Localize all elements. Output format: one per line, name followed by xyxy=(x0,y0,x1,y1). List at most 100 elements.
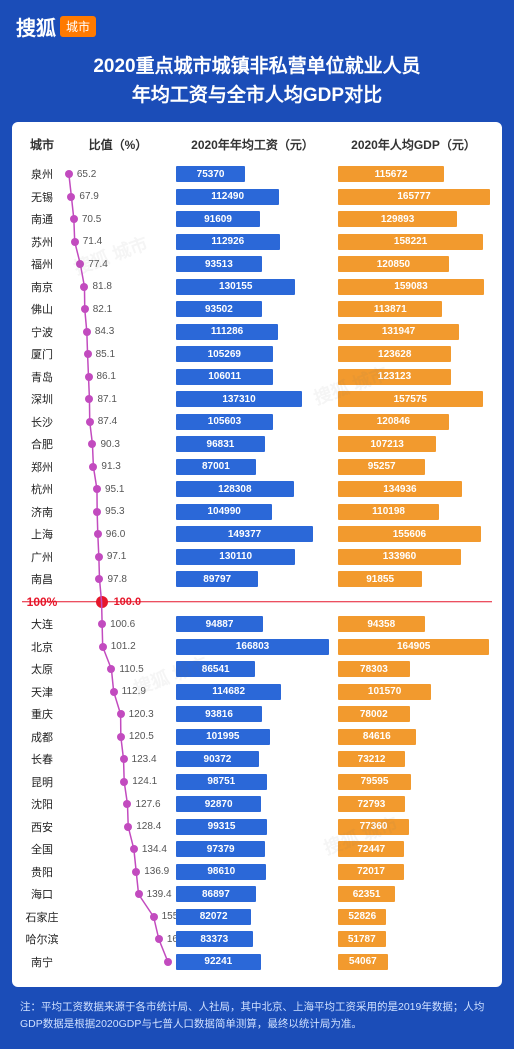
wage-bar: 104990 xyxy=(176,504,272,520)
table-row: 南通70.591609129893 xyxy=(20,208,494,231)
bars-wrap: 149377155606 xyxy=(172,526,494,542)
ratio-value: 71.4 xyxy=(83,236,102,247)
ratio-dot-icon xyxy=(123,800,131,808)
gdp-bar: 120850 xyxy=(338,256,449,272)
gdp-bar: 107213 xyxy=(338,436,436,452)
header-ratio: 比值（%） xyxy=(64,136,172,153)
table-row: 上海96.0149377155606 xyxy=(20,523,494,546)
chart-title: 2020重点城市城镇非私营单位就业人员 年均工资与全市人均GDP对比 xyxy=(0,49,514,122)
gdp-bar: 91855 xyxy=(338,571,422,587)
ratio-cell: 85.1 xyxy=(64,343,172,366)
bars-wrap: 112926158221 xyxy=(172,234,494,250)
gdp-bar: 131947 xyxy=(338,324,459,340)
ratio-value: 67.9 xyxy=(79,191,98,202)
city-label: 宁波 xyxy=(20,324,64,340)
ratio-cell: 97.1 xyxy=(64,546,172,569)
table-row: 长春123.49037273212 xyxy=(20,748,494,771)
ratio-value: 101.2 xyxy=(111,641,136,652)
ratio-cell: 124.1 xyxy=(64,771,172,794)
footnote: 注：平均工资数据来源于各市统计局、人社局，其中北京、上海平均工资采用的是2019… xyxy=(0,987,514,1039)
gdp-bar: 73212 xyxy=(338,751,405,767)
ratio-value: 96.0 xyxy=(106,529,125,540)
table-row: 郑州91.38700195257 xyxy=(20,456,494,479)
table-row: 哈尔滨161.08337351787 xyxy=(20,928,494,951)
bars-wrap: 8337351787 xyxy=(172,931,494,947)
bars-wrap: 112490165777 xyxy=(172,189,494,205)
gdp-bar: 77360 xyxy=(338,819,409,835)
ratio-cell: 81.8 xyxy=(64,276,172,299)
table-row: 西安128.49931577360 xyxy=(20,816,494,839)
gdp-bar: 78303 xyxy=(338,661,410,677)
city-label: 深圳 xyxy=(20,391,64,407)
wage-bar: 105269 xyxy=(176,346,273,362)
table-row: 石家庄155.48207252826 xyxy=(20,906,494,929)
city-label: 太原 xyxy=(20,661,64,677)
ratio-cell: 96.0 xyxy=(64,523,172,546)
wage-bar: 75370 xyxy=(176,166,245,182)
wage-bar: 101995 xyxy=(176,729,270,745)
city-label: 大连 xyxy=(20,616,64,632)
bars-wrap: 75370115672 xyxy=(172,166,494,182)
table-row: 南昌97.88979791855 xyxy=(20,568,494,591)
ratio-cell: 95.1 xyxy=(64,478,172,501)
table-row: 海口139.48689762351 xyxy=(20,883,494,906)
wage-bar: 89797 xyxy=(176,571,258,587)
city-label: 昆明 xyxy=(20,774,64,790)
city-label: 全国 xyxy=(20,841,64,857)
gdp-bar: 94358 xyxy=(338,616,425,632)
wage-bar: 90372 xyxy=(176,751,259,767)
table-row: 南宁170.69224154067 xyxy=(20,951,494,974)
ratio-value: 77.4 xyxy=(88,259,107,270)
city-label: 济南 xyxy=(20,504,64,520)
ratio-cell: 70.5 xyxy=(64,208,172,231)
city-label: 郑州 xyxy=(20,459,64,475)
ratio-value: 91.3 xyxy=(101,461,120,472)
gdp-bar: 157575 xyxy=(338,391,483,407)
ratio-cell: 87.4 xyxy=(64,411,172,434)
gdp-bar: 159083 xyxy=(338,279,484,295)
bars-wrap: 105269123628 xyxy=(172,346,494,362)
ratio-cell: 100.6 xyxy=(64,613,172,636)
ratio-dot-icon xyxy=(164,958,172,966)
wage-bar: 114682 xyxy=(176,684,281,700)
table-row: 无锡67.9112490165777 xyxy=(20,186,494,209)
city-label: 苏州 xyxy=(20,234,64,250)
logo: 搜狐 城市 xyxy=(0,0,514,49)
ratio-dot-icon xyxy=(120,755,128,763)
city-label: 天津 xyxy=(20,684,64,700)
ratio-cell: 161.0 xyxy=(64,928,172,951)
ratio-value: 82.1 xyxy=(93,304,112,315)
city-label: 福州 xyxy=(20,256,64,272)
table-row: 佛山82.193502113871 xyxy=(20,298,494,321)
gdp-bar: 158221 xyxy=(338,234,483,250)
table-row: 杭州95.1128308134936 xyxy=(20,478,494,501)
ratio-dot-icon xyxy=(65,170,73,178)
gdp-bar: 54067 xyxy=(338,954,388,970)
wage-bar: 98751 xyxy=(176,774,267,790)
ratio-cell: 67.9 xyxy=(64,186,172,209)
bars-wrap: 8654178303 xyxy=(172,661,494,677)
ratio-value: 85.1 xyxy=(96,349,115,360)
ratio-value: 127.6 xyxy=(135,799,160,810)
city-label: 南宁 xyxy=(20,954,64,970)
bars-wrap: 9861072017 xyxy=(172,864,494,880)
logo-badge: 城市 xyxy=(60,16,96,37)
ratio-dot-icon xyxy=(71,238,79,246)
city-label: 南京 xyxy=(20,279,64,295)
separator-dot-icon xyxy=(96,596,108,608)
table-row: 昆明124.19875179595 xyxy=(20,771,494,794)
ratio-value: 95.1 xyxy=(105,484,124,495)
wage-bar: 130155 xyxy=(176,279,295,295)
ratio-cell: 136.9 xyxy=(64,861,172,884)
bars-wrap: 91609129893 xyxy=(172,211,494,227)
city-label: 海口 xyxy=(20,886,64,902)
bars-wrap: 10199584616 xyxy=(172,729,494,745)
table-row: 宁波84.3111286131947 xyxy=(20,321,494,344)
wage-bar: 111286 xyxy=(176,324,278,340)
ratio-cell: 91.3 xyxy=(64,456,172,479)
ratio-value: 86.1 xyxy=(97,371,116,382)
ratio-value: 65.2 xyxy=(77,169,96,180)
city-label: 厦门 xyxy=(20,346,64,362)
ratio-dot-icon xyxy=(99,643,107,651)
table-row: 全国134.49737972447 xyxy=(20,838,494,861)
